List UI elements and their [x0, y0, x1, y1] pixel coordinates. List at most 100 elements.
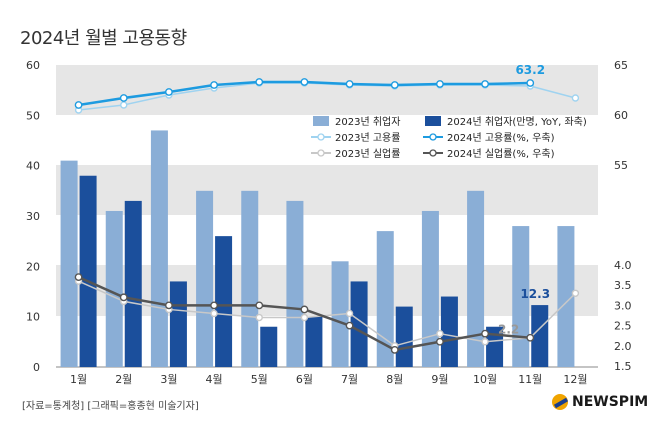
unemployment-rate-2024-point [481, 329, 489, 338]
x-tick-label: 6월 [296, 373, 313, 386]
unemployment-rate-2023-point [300, 313, 309, 322]
legend-entry: 2023년 실업률 [335, 147, 400, 160]
employment-rate-2024-point [300, 78, 309, 86]
unemployment-rate-2024-point [526, 333, 535, 342]
bar-2024-employed [260, 326, 278, 367]
unemployment-rate-2024-point [300, 305, 309, 314]
unemployment-rate-2024-point [436, 337, 444, 346]
left-axis-tick-label: 50 [26, 109, 40, 122]
unemployment-rate-2024-point [119, 293, 128, 302]
unemployment-rate-2024-point [255, 301, 264, 310]
bar-2023-employed [150, 130, 168, 367]
unemployment-rate-2024-point [165, 301, 173, 310]
x-tick-label: 2월 [115, 373, 132, 386]
employment-rate-2024-point [345, 80, 354, 88]
logo-text: NEWSPIM [572, 394, 649, 410]
bar-2024-employed [440, 296, 458, 367]
annotation-label: 12.3 [520, 287, 550, 301]
x-tick-label: 5월 [251, 373, 268, 386]
grid-band [56, 165, 598, 215]
legend-swatch [425, 116, 441, 126]
legend-swatch-point [429, 133, 437, 141]
employment-rate-2024-point [436, 80, 444, 88]
legend-entry: 2024년 고용률(%, 우축) [447, 132, 555, 144]
bar-2023-employed [286, 200, 304, 367]
legend-swatch-point [317, 149, 325, 157]
x-tick-label: 3월 [160, 373, 177, 386]
left-axis-tick-label: 60 [26, 59, 40, 72]
x-tick-label: 12월 [563, 373, 587, 386]
legend-entry: 2023년 고용률 [335, 132, 400, 144]
unemployment-rate-2024-point [345, 321, 354, 330]
bar-2023-employed [421, 210, 439, 367]
unemployment-rate-2023-line [78, 280, 576, 347]
bar-2024-employed [531, 305, 549, 367]
x-tick-label: 9월 [431, 373, 448, 386]
unemployment-rate-2023-point [210, 309, 218, 318]
bar-2024-employed [305, 316, 323, 367]
bar-2024-employed [215, 236, 233, 367]
annotation-label: 2.2 [498, 323, 519, 337]
legend-entry: 2024년 취업자(만명, YoY, 좌축) [447, 115, 587, 128]
unemployment-rate-2024-point [210, 301, 218, 310]
bar-2024-employed [395, 306, 413, 367]
unemployment-rate-2023-point [255, 313, 263, 322]
unemployment-rate-2023-point [345, 309, 354, 318]
x-tick-label: 8월 [386, 373, 403, 386]
bar-2023-employed [196, 190, 214, 367]
legend-entry: 2024년 실업률(%, 우축) [447, 147, 555, 160]
legend-swatch [313, 116, 329, 126]
bar-2023-employed [512, 226, 530, 367]
legend-swatch-point [317, 133, 325, 141]
bar-2024-employed [124, 200, 142, 367]
chart-title: 2024년 월별 고용동향 [20, 28, 187, 49]
bar-2024-employed [486, 326, 504, 367]
right-axis-tick-label: 60 [614, 109, 628, 122]
right-axis-tick-label: 3.5 [614, 279, 632, 292]
employment-rate-2024-point [390, 81, 399, 89]
grid-band [56, 65, 598, 115]
bar-2024-employed [79, 175, 97, 367]
legend-entry: 2023년 취업자 [335, 115, 400, 128]
left-axis-tick-label: 10 [26, 311, 40, 324]
right-axis-tick-label: 1.5 [614, 360, 632, 373]
unemployment-rate-2024-point [390, 345, 399, 354]
unemployment-rate-2023-point [436, 329, 444, 338]
x-tick-label: 10월 [473, 373, 497, 386]
left-axis-tick-label: 30 [26, 210, 40, 223]
right-axis-tick-label: 4.0 [614, 259, 632, 272]
x-tick-label: 7월 [341, 373, 358, 386]
bar-2023-employed [105, 210, 123, 367]
right-axis-tick-label: 65 [614, 59, 628, 72]
x-tick-label: 11월 [518, 373, 542, 386]
bar-2024-employed [169, 281, 187, 367]
unemployment-rate-2023-point [571, 289, 580, 297]
employment-rate-2024-point [165, 88, 173, 96]
employment-rate-2024-point [74, 101, 83, 109]
employment-rate-2024-point [481, 80, 489, 88]
bar-2023-employed [60, 160, 78, 367]
bar-2023-employed [376, 231, 394, 367]
employment-rate-2023-point [571, 94, 580, 102]
annotation-label: 63.2 [515, 63, 545, 77]
newspim-logo-icon [552, 394, 568, 410]
employment-rate-2023-point [120, 101, 128, 109]
right-axis-tick-label: 55 [614, 159, 628, 172]
x-tick-label: 4월 [206, 373, 223, 386]
left-axis-tick-label: 20 [26, 260, 40, 273]
employment-rate-2024-point [210, 81, 218, 89]
grid-band [56, 265, 598, 316]
x-tick-label: 1월 [70, 373, 87, 386]
right-axis-tick-label: 2.0 [614, 340, 632, 353]
right-axis-tick-label: 3.0 [614, 299, 632, 312]
employment-rate-2024-point [255, 78, 264, 86]
unemployment-rate-2023-point [481, 338, 489, 346]
bar-2023-employed [241, 190, 259, 367]
bar-2023-employed [467, 190, 485, 367]
right-axis-tick-label: 2.5 [614, 320, 632, 333]
employment-rate-2024-point [119, 94, 128, 102]
unemployment-rate-2024-point [74, 273, 83, 282]
bar-2023-employed [557, 226, 575, 367]
left-axis-tick-label: 0 [33, 361, 40, 374]
